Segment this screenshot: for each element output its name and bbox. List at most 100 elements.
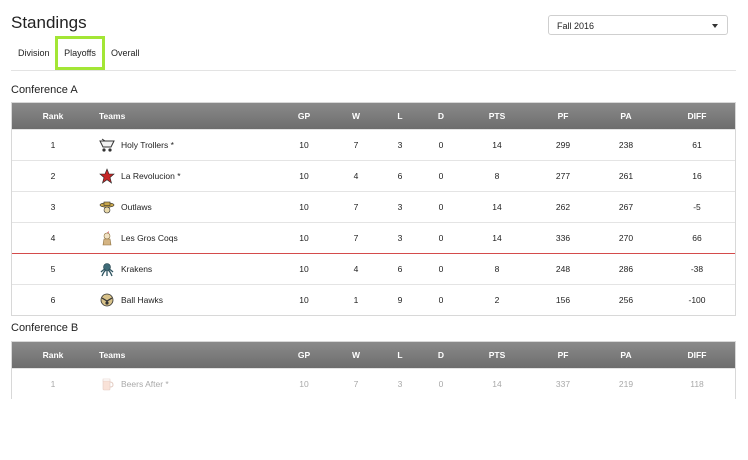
col-header-d[interactable]: D (437, 350, 445, 360)
cell-rank: 3 (50, 202, 56, 212)
tab-playoffs[interactable]: Playoffs (55, 36, 105, 70)
team-name-link[interactable]: Krakens (121, 264, 153, 274)
cell-diff: -100 (688, 295, 706, 305)
col-header-pts[interactable]: PTS (488, 111, 506, 121)
col-header-gp[interactable]: GP (297, 111, 311, 121)
cell-pts: 14 (492, 140, 502, 150)
hawk-logo-icon (99, 292, 115, 308)
cell-pf: 337 (555, 379, 571, 389)
cell-pa: 238 (618, 140, 634, 150)
standings-table: Rank Teams GP W L D PTS PF PA DIFF 1 Holy… (11, 102, 736, 316)
col-header-pf[interactable]: PF (557, 111, 569, 121)
cell-diff: 16 (692, 171, 702, 181)
cell-pts: 14 (492, 233, 502, 243)
cell-gp: 10 (299, 379, 309, 389)
season-select-value: Fall 2016 (557, 21, 595, 31)
cell-rank: 4 (50, 233, 56, 243)
cell-gp: 10 (299, 264, 309, 274)
col-header-pa[interactable]: PA (620, 111, 632, 121)
cell-pf: 262 (555, 202, 571, 212)
trolley-logo-icon (99, 137, 115, 153)
cell-d: 0 (438, 202, 444, 212)
cell-diff: 118 (690, 379, 704, 389)
cell-team: Ball Hawks (99, 285, 299, 315)
cell-diff: -38 (690, 264, 704, 274)
cell-pa: 219 (618, 379, 634, 389)
cell-rank: 1 (50, 379, 56, 389)
col-header-d[interactable]: D (437, 111, 445, 121)
col-header-pf[interactable]: PF (557, 350, 569, 360)
col-header-w[interactable]: W (351, 350, 361, 360)
cell-w: 7 (353, 379, 359, 389)
col-header-l[interactable]: L (397, 111, 403, 121)
col-header-l[interactable]: L (397, 350, 403, 360)
col-header-diff[interactable]: DIFF (687, 350, 707, 360)
cell-pa: 267 (618, 202, 634, 212)
cell-gp: 10 (299, 233, 309, 243)
cell-l: 3 (397, 379, 403, 389)
cell-d: 0 (438, 233, 444, 243)
cell-d: 0 (438, 264, 444, 274)
table-row: 1 Holy Trollers * 10 7 3 0 14 299 238 61 (12, 129, 735, 160)
tab-division[interactable]: Division (18, 48, 50, 58)
cell-gp: 10 (299, 171, 309, 181)
cell-pf: 277 (555, 171, 571, 181)
cell-pf: 299 (555, 140, 571, 150)
cell-diff: 66 (692, 233, 702, 243)
cell-pts: 2 (494, 295, 500, 305)
table-row: 4 Les Gros Coqs 10 7 3 0 14 336 270 66 (12, 222, 735, 253)
standings-table: Rank Teams GP W L D PTS PF PA DIFF 1 Beer… (11, 341, 736, 399)
cell-w: 7 (353, 140, 359, 150)
team-name-link[interactable]: Ball Hawks (121, 295, 164, 305)
cell-w: 7 (353, 233, 359, 243)
cell-pa: 256 (618, 295, 634, 305)
chevron-down-icon (712, 24, 718, 28)
col-header-pts[interactable]: PTS (488, 350, 506, 360)
cell-pf: 156 (555, 295, 571, 305)
table-row: 1 Beers After * 10 7 3 0 14 337 219 118 (12, 368, 735, 399)
col-header-rank[interactable]: Rank (42, 350, 64, 360)
col-header-diff[interactable]: DIFF (687, 111, 707, 121)
table-row: 2 La Revolucion * 10 4 6 0 8 277 261 16 (12, 160, 735, 191)
cell-l: 3 (397, 233, 403, 243)
standings-tabs: Division Playoffs Overall (11, 36, 736, 71)
cell-rank: 5 (50, 264, 56, 274)
team-name-link[interactable]: Beers After * (121, 379, 169, 389)
cell-gp: 10 (299, 202, 309, 212)
beer-mug-logo-icon (99, 376, 115, 392)
cell-l: 3 (397, 140, 403, 150)
season-select[interactable]: Fall 2016 (548, 15, 728, 35)
conference-title: Conference A (11, 84, 78, 96)
cell-w: 4 (353, 171, 359, 181)
col-header-w[interactable]: W (351, 111, 361, 121)
cell-team: Les Gros Coqs (99, 223, 299, 253)
cell-d: 0 (438, 171, 444, 181)
cell-team: Beers After * (99, 369, 299, 399)
cell-pf: 336 (555, 233, 571, 243)
col-header-teams[interactable]: Teams (99, 111, 126, 121)
cell-w: 4 (353, 264, 359, 274)
team-name-link[interactable]: La Revolucion * (121, 171, 181, 181)
tab-overall[interactable]: Overall (111, 48, 140, 58)
cell-diff: -5 (693, 202, 701, 212)
col-header-rank[interactable]: Rank (42, 111, 64, 121)
team-name-link[interactable]: Holy Trollers * (121, 140, 174, 150)
col-header-gp[interactable]: GP (297, 350, 311, 360)
cell-diff: 61 (692, 140, 702, 150)
cell-l: 6 (397, 171, 403, 181)
cell-d: 0 (438, 140, 444, 150)
cell-pa: 261 (618, 171, 634, 181)
cell-pts: 8 (494, 264, 500, 274)
table-row: 6 Ball Hawks 10 1 9 0 2 156 256 -100 (12, 284, 735, 315)
cell-rank: 1 (50, 140, 56, 150)
col-header-teams[interactable]: Teams (99, 350, 126, 360)
cell-team: La Revolucion * (99, 161, 299, 191)
team-name-link[interactable]: Outlaws (121, 202, 152, 212)
cell-l: 9 (397, 295, 403, 305)
col-header-pa[interactable]: PA (620, 350, 632, 360)
cell-pf: 248 (555, 264, 571, 274)
table-header: Rank Teams GP W L D PTS PF PA DIFF (12, 103, 735, 129)
cell-d: 0 (438, 379, 444, 389)
team-name-link[interactable]: Les Gros Coqs (121, 233, 178, 243)
cell-pa: 286 (618, 264, 634, 274)
